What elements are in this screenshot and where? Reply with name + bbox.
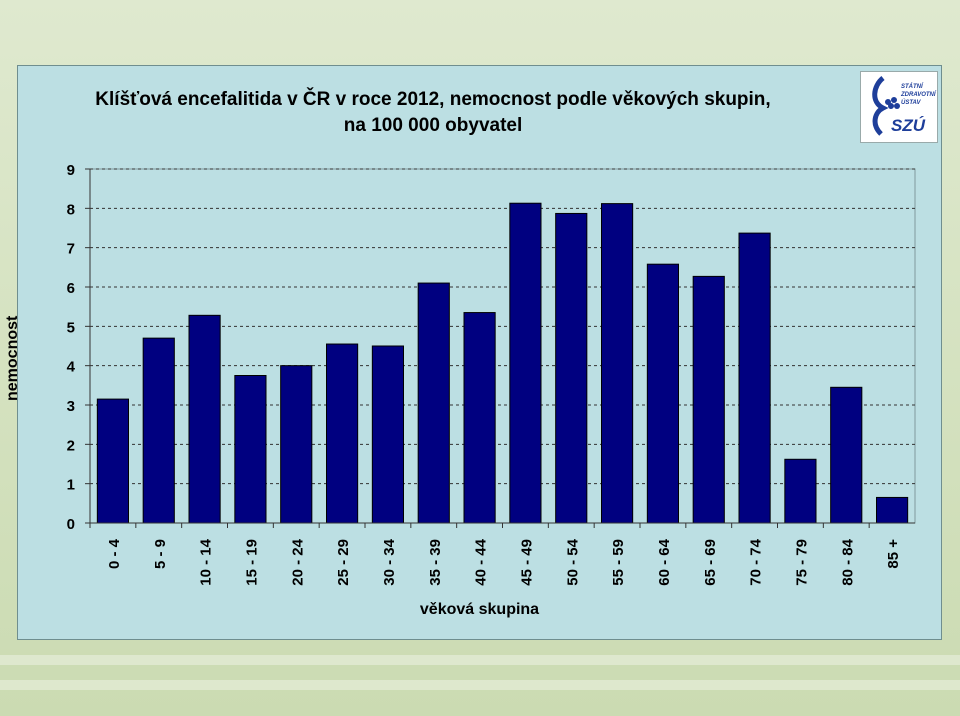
x-tick-label: 10 - 14	[198, 538, 215, 585]
x-tick-label: 0 - 4	[106, 538, 123, 569]
y-tick-label: 6	[67, 280, 75, 297]
y-tick-label: 2	[67, 437, 75, 454]
bar	[601, 203, 634, 524]
x-tick-label: 5 - 9	[152, 539, 169, 569]
bar	[188, 314, 221, 524]
bar	[371, 345, 405, 524]
x-tick-label: 40 - 44	[473, 538, 490, 585]
bar	[509, 202, 542, 524]
chart-subtitle: na 100 000 obyvatel	[343, 115, 523, 136]
szu-logo-mark	[872, 76, 900, 136]
bar	[692, 275, 725, 524]
bar	[234, 375, 267, 524]
x-tick-label: 45 - 49	[518, 539, 535, 586]
y-tick-label: 7	[67, 241, 75, 258]
logo-line2: ZDRAVOTNÍ	[901, 92, 936, 98]
bar	[417, 282, 450, 524]
logo-line1: STÁTNÍ	[901, 84, 923, 90]
chart-title: Klíšťová encefalitida v ČR v roce 2012, …	[18, 87, 848, 139]
y-tick-label: 8	[67, 201, 75, 218]
bar	[142, 337, 175, 524]
bar	[326, 343, 359, 524]
x-tick-label: 25 - 29	[335, 539, 352, 586]
plot-area: 0 1 2 3 4 5 6 7 8 9 0 - 4 5 - 9 10 - 14 15 - 19 20 - …	[67, 162, 916, 586]
logo-abbr: SZÚ	[891, 116, 925, 135]
x-tick-label: 35 - 39	[427, 539, 444, 586]
y-tick-label: 3	[67, 398, 75, 415]
y-tick-label: 1	[67, 477, 75, 494]
bar	[738, 232, 771, 524]
y-tick-label: 5	[67, 319, 75, 336]
bar	[280, 365, 313, 524]
logo-line3: ÚSTAV	[901, 100, 921, 106]
x-tick-label: 30 - 34	[381, 538, 398, 585]
x-tick-label: 70 - 74	[748, 538, 765, 585]
x-tick-label: 75 - 79	[793, 539, 810, 586]
x-tick-label: 20 - 24	[289, 538, 306, 585]
x-tick-label: 50 - 54	[564, 538, 581, 585]
x-tick-label: 65 - 69	[702, 539, 719, 586]
bar	[784, 458, 817, 524]
chart-title-line1: Klíšťová encefalitida v ČR v roce 2012, …	[95, 89, 771, 110]
x-tick-label: 85 +	[885, 539, 902, 569]
bar	[876, 496, 909, 524]
bar	[555, 212, 588, 524]
bar	[646, 263, 679, 524]
x-axis-label: věková skupina	[419, 601, 540, 618]
y-tick-label: 0	[67, 516, 75, 533]
x-tick-label: 15 - 19	[243, 539, 260, 586]
bar	[96, 398, 130, 524]
bar	[830, 386, 863, 524]
szu-logo: STÁTNÍ ZDRAVOTNÍ ÚSTAV SZÚ	[860, 71, 938, 143]
x-tick-label: 55 - 59	[610, 539, 627, 586]
bar	[463, 312, 496, 524]
x-tick-label: 60 - 64	[656, 538, 673, 585]
y-tick-label: 4	[67, 359, 76, 376]
chart-panel: Klíšťová encefalitida v ČR v roce 2012, …	[4, 65, 942, 640]
y-tick-label: 9	[67, 162, 75, 179]
x-tick-label: 80 - 84	[839, 538, 856, 585]
